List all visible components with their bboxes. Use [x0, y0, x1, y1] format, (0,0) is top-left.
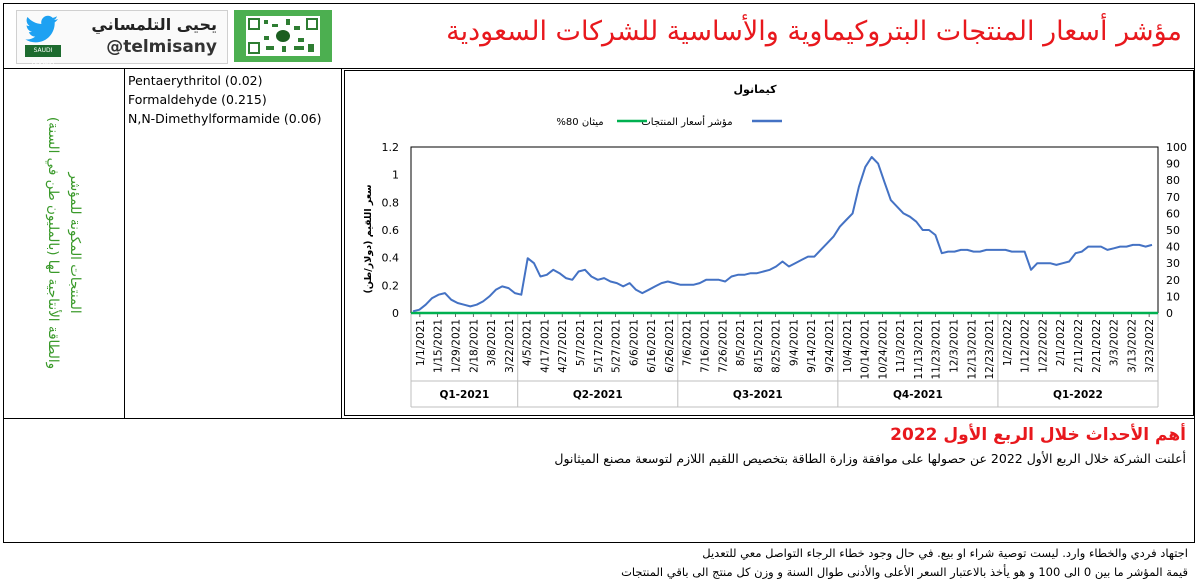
- disclaimer-text: اجتهاد فردي والخطاء وارد. ليست توصية شرا…: [702, 546, 1188, 560]
- x-tick-label: 4/17/2021: [539, 319, 551, 373]
- x-tick-label: 3/22/2021: [504, 319, 516, 373]
- y-right-tick-label: 60: [1166, 207, 1180, 220]
- quarter-label: Q3-2021: [733, 389, 783, 401]
- y-right-tick-label: 10: [1166, 290, 1180, 303]
- x-tick-label: 5/17/2021: [593, 319, 605, 373]
- y-right-tick-label: 40: [1166, 241, 1180, 254]
- y-right-tick-label: 80: [1166, 174, 1180, 187]
- x-tick-label: 2/18/2021: [468, 319, 480, 373]
- page-title: مؤشر أسعار المنتجات البتروكيماوية والأسا…: [446, 16, 1182, 47]
- legend-label-index: مؤشر أسعار المنتجات: [641, 115, 732, 128]
- x-tick-label: 9/14/2021: [806, 319, 818, 373]
- side-label-line1: المنتجات المكونة للمؤشر: [67, 172, 83, 314]
- x-tick-label: 12/13/2021: [966, 319, 978, 380]
- x-tick-label: 11/23/2021: [931, 319, 943, 380]
- x-tick-label: 8/25/2021: [771, 319, 783, 373]
- x-tick-label: 1/12/2022: [1020, 319, 1032, 373]
- x-tick-label: 1/29/2021: [450, 319, 462, 373]
- side-label-line2: والطاقة الأنتاجية لها (بالمليون طن في ال…: [45, 116, 61, 370]
- y-right-tick-label: 100: [1166, 141, 1187, 154]
- x-tick-label: 7/16/2021: [699, 319, 711, 373]
- chart-panel: كيمانول مؤشر أسعار المنتجات ميثان 80% سع…: [344, 70, 1194, 416]
- quarter-label: Q1-2021: [439, 389, 489, 401]
- author-name: يحيى التلمساني: [91, 15, 217, 34]
- x-tick-label: 11/13/2021: [913, 319, 925, 380]
- x-tick-label: 6/6/2021: [628, 319, 640, 366]
- x-tick-label: 5/27/2021: [611, 319, 623, 373]
- y-axis-title: سعر اللقيم (دولار/طن): [363, 184, 374, 293]
- x-tick-label: 4/27/2021: [557, 319, 569, 373]
- y-left-tick-label: 0.2: [382, 279, 400, 292]
- y-left-tick-label: 0: [392, 307, 399, 320]
- x-tick-label: 9/24/2021: [824, 319, 836, 373]
- x-tick-label: 3/8/2021: [486, 319, 498, 366]
- y-right-tick-label: 30: [1166, 257, 1180, 270]
- x-tick-label: 10/14/2021: [860, 319, 872, 380]
- x-tick-label: 7/26/2021: [717, 319, 729, 373]
- x-tick-label: 4/5/2021: [522, 319, 534, 366]
- side-label: المنتجات المكونة للمؤشر والطاقة الأنتاجي…: [42, 78, 86, 408]
- x-tick-label: 8/5/2021: [735, 319, 747, 366]
- y-right-tick-label: 70: [1166, 191, 1180, 204]
- x-tick-label: 5/7/2021: [575, 319, 587, 366]
- legend-label-methane: ميثان 80%: [556, 117, 603, 128]
- series-line-index: [412, 156, 1153, 313]
- header: SAUDI ARABIA يحيى التلمساني @telmisany: [4, 4, 1194, 69]
- products-list: Pentaerythritol (0.02) Formaldehyde (0.2…: [124, 68, 342, 418]
- x-tick-label: 1/22/2022: [1037, 319, 1049, 373]
- x-tick-label: 3/13/2022: [1126, 319, 1138, 373]
- x-tick-label: 9/4/2021: [788, 319, 800, 366]
- author-logo: SAUDI ARABIA يحيى التلمساني @telmisany: [16, 10, 228, 66]
- y-right-tick-label: 0: [1166, 307, 1173, 320]
- events-title: أهم الأحداث خلال الربع الأول 2022: [890, 425, 1186, 445]
- y-right-tick-label: 90: [1166, 158, 1180, 171]
- y-right-tick-label: 20: [1166, 274, 1180, 287]
- quarter-label: Q1-2022: [1053, 389, 1103, 401]
- qr-code-icon: [234, 10, 332, 62]
- x-tick-label: 1/2/2022: [1002, 319, 1014, 366]
- quarter-label: Q2-2021: [573, 389, 623, 401]
- y-left-tick-label: 1: [392, 169, 399, 182]
- x-tick-label: 12/23/2021: [984, 319, 996, 380]
- qr-code-pattern: [246, 16, 320, 56]
- methodology-text: قيمة المؤشر ما بين 0 الى 100 و هو يأخذ ب…: [621, 565, 1188, 579]
- x-tick-label: 8/15/2021: [753, 319, 765, 373]
- x-tick-label: 6/16/2021: [646, 319, 658, 373]
- chart-legend: مؤشر أسعار المنتجات ميثان 80%: [556, 115, 782, 128]
- author-handle: @telmisany: [106, 37, 217, 57]
- x-tick-label: 2/1/2022: [1055, 319, 1067, 366]
- x-tick-label: 10/24/2021: [877, 319, 889, 380]
- x-tick-label: 12/3/2021: [948, 319, 960, 373]
- saudi-flag-icon: SAUDI ARABIA: [25, 45, 61, 66]
- chart-title: كيمانول: [734, 83, 778, 96]
- report-frame: SAUDI ARABIA يحيى التلمساني @telmisany: [3, 3, 1195, 543]
- x-tick-label: 10/4/2021: [842, 319, 854, 373]
- x-tick-label: 1/15/2021: [433, 319, 445, 373]
- y-left-tick-label: 0.6: [382, 224, 400, 237]
- product-item: Pentaerythritol (0.02): [128, 73, 263, 88]
- y-right-tick-label: 50: [1166, 224, 1180, 237]
- product-item: N,N-Dimethylformamide (0.06): [128, 111, 322, 126]
- x-tick-label: 2/11/2022: [1073, 319, 1085, 373]
- events-text: أعلنت الشركة خلال الربع الأول 2022 عن حص…: [554, 451, 1186, 466]
- line-chart: كيمانول مؤشر أسعار المنتجات ميثان 80% سع…: [363, 83, 1187, 408]
- x-tick-label: 3/23/2022: [1144, 319, 1156, 373]
- side-panel: المنتجات المكونة للمؤشر والطاقة الأنتاجي…: [4, 68, 125, 418]
- twitter-bird-icon: [25, 15, 58, 43]
- product-item: Formaldehyde (0.215): [128, 92, 267, 107]
- events-section: أهم الأحداث خلال الربع الأول 2022 أعلنت …: [4, 419, 1194, 542]
- quarter-label: Q4-2021: [893, 389, 943, 401]
- x-tick-label: 7/6/2021: [682, 319, 694, 366]
- y-left-tick-label: 0.8: [382, 196, 400, 209]
- x-tick-label: 6/26/2021: [664, 319, 676, 373]
- x-tick-label: 1/1/2021: [415, 319, 427, 366]
- x-tick-label: 3/3/2022: [1109, 319, 1121, 366]
- flag-label: SAUDI ARABIA: [31, 47, 55, 66]
- y-left-tick-label: 1.2: [382, 141, 400, 154]
- y-left-tick-label: 0.4: [382, 252, 400, 265]
- x-tick-label: 2/21/2022: [1091, 319, 1103, 373]
- x-tick-label: 11/3/2021: [895, 319, 907, 373]
- content-row: المنتجات المكونة للمؤشر والطاقة الأنتاجي…: [4, 68, 1194, 419]
